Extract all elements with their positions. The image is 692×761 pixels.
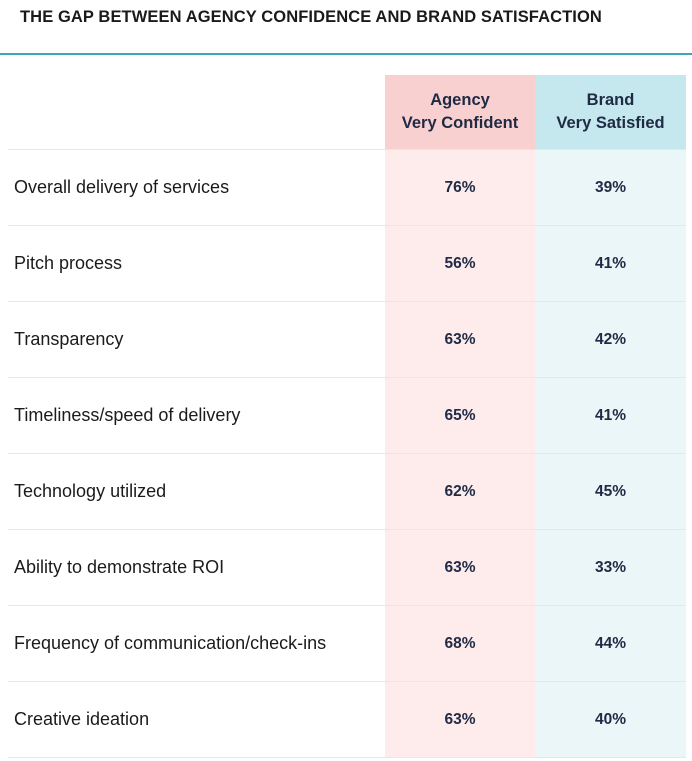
header-brand: Brand Very Satisfied — [535, 75, 686, 150]
agency-value: 65% — [385, 377, 535, 454]
table-row: Frequency of communication/check-ins 68%… — [8, 605, 686, 682]
table-row: Timeliness/speed of delivery 65% 41% — [8, 377, 686, 454]
agency-value: 68% — [385, 605, 535, 682]
header-blank — [8, 75, 385, 150]
header-agency-line-2: Very Confident — [401, 114, 519, 132]
agency-value: 63% — [385, 529, 535, 606]
table-row: Overall delivery of services 76% 39% — [8, 149, 686, 226]
chart-title: THE GAP BETWEEN AGENCY CONFIDENCE AND BR… — [20, 8, 602, 26]
table-row: Creative ideation 63% 40% — [8, 681, 686, 758]
row-label: Ability to demonstrate ROI — [8, 529, 385, 606]
agency-value: 76% — [385, 149, 535, 226]
brand-value: 33% — [535, 529, 686, 606]
table-row: Transparency 63% 42% — [8, 301, 686, 378]
table-row: Pitch process 56% 41% — [8, 225, 686, 302]
row-label: Creative ideation — [8, 681, 385, 758]
title-divider — [0, 53, 692, 55]
agency-value: 62% — [385, 453, 535, 530]
header-brand-line-1: Brand — [586, 91, 635, 109]
header-row: Agency Very Confident Brand Very Satisfi… — [8, 75, 686, 150]
brand-value: 41% — [535, 377, 686, 454]
row-label: Frequency of communication/check-ins — [8, 605, 385, 682]
agency-value: 63% — [385, 681, 535, 758]
row-label: Overall delivery of services — [8, 149, 385, 226]
brand-value: 45% — [535, 453, 686, 530]
header-agency-line-1: Agency — [430, 91, 490, 109]
brand-value: 42% — [535, 301, 686, 378]
header-agency: Agency Very Confident — [385, 75, 535, 150]
table-row: Technology utilized 62% 45% — [8, 453, 686, 530]
agency-value: 56% — [385, 225, 535, 302]
row-label: Pitch process — [8, 225, 385, 302]
row-label: Timeliness/speed of delivery — [8, 377, 385, 454]
brand-value: 41% — [535, 225, 686, 302]
brand-value: 39% — [535, 149, 686, 226]
header-brand-line-2: Very Satisfied — [556, 114, 665, 132]
row-label: Technology utilized — [8, 453, 385, 530]
table-row: Ability to demonstrate ROI 63% 33% — [8, 529, 686, 606]
brand-value: 40% — [535, 681, 686, 758]
data-table: Agency Very Confident Brand Very Satisfi… — [8, 75, 686, 758]
brand-value: 44% — [535, 605, 686, 682]
row-label: Transparency — [8, 301, 385, 378]
agency-value: 63% — [385, 301, 535, 378]
